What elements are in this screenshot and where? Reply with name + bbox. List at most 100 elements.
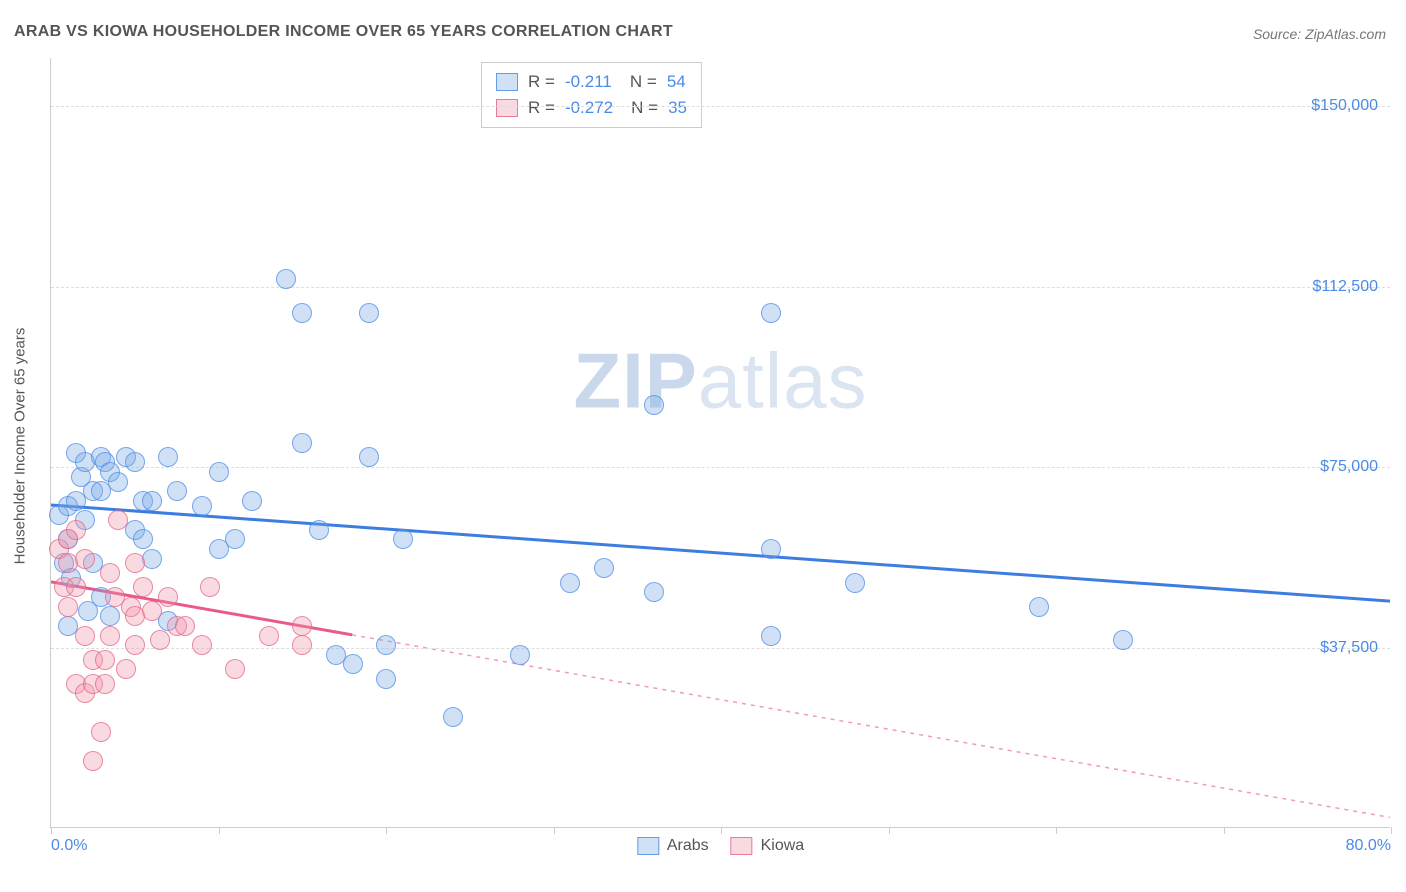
data-point-kiowa xyxy=(83,751,103,771)
x-tick xyxy=(1056,827,1057,834)
legend-item-kiowa: Kiowa xyxy=(731,837,805,855)
data-point-kiowa xyxy=(100,626,120,646)
data-point-arab xyxy=(376,669,396,689)
swatch-arab-icon xyxy=(637,837,659,855)
data-point-kiowa xyxy=(158,587,178,607)
data-point-arab xyxy=(761,539,781,559)
y-tick-label: $150,000 xyxy=(1311,97,1378,115)
data-point-arab xyxy=(292,303,312,323)
legend-series: Arabs Kiowa xyxy=(637,837,804,855)
data-point-kiowa xyxy=(100,563,120,583)
x-tick xyxy=(219,827,220,834)
data-point-arab xyxy=(1029,597,1049,617)
data-point-arab xyxy=(359,447,379,467)
data-point-arab xyxy=(100,606,120,626)
data-point-arab xyxy=(209,462,229,482)
data-point-arab xyxy=(644,582,664,602)
trend-lines-svg xyxy=(51,58,1390,827)
data-point-arab xyxy=(761,303,781,323)
data-point-arab xyxy=(158,447,178,467)
x-tick-label-left: 0.0% xyxy=(51,837,87,855)
y-tick-label: $37,500 xyxy=(1320,639,1378,657)
legend-row-kiowa: R = -0.272 N = 35 xyxy=(496,95,687,121)
chart-container: ARAB VS KIOWA HOUSEHOLDER INCOME OVER 65… xyxy=(0,0,1406,892)
data-point-arab xyxy=(560,573,580,593)
data-point-kiowa xyxy=(75,549,95,569)
data-point-kiowa xyxy=(125,635,145,655)
watermark-bold: ZIP xyxy=(573,336,697,424)
x-tick xyxy=(386,827,387,834)
data-point-arab xyxy=(644,395,664,415)
data-point-arab xyxy=(376,635,396,655)
legend-row-arab: R = -0.211 N = 54 xyxy=(496,69,687,95)
data-point-kiowa xyxy=(108,510,128,530)
x-tick xyxy=(1224,827,1225,834)
data-point-arab xyxy=(443,707,463,727)
data-point-kiowa xyxy=(91,722,111,742)
x-tick xyxy=(554,827,555,834)
data-point-arab xyxy=(108,472,128,492)
swatch-arab-icon xyxy=(496,73,518,91)
data-point-arab xyxy=(242,491,262,511)
data-point-arab xyxy=(393,529,413,549)
x-tick xyxy=(1391,827,1392,834)
data-point-kiowa xyxy=(200,577,220,597)
n-value-kiowa: 35 xyxy=(668,98,687,118)
data-point-kiowa xyxy=(95,674,115,694)
n-label: N = xyxy=(631,98,658,118)
legend-correlation: R = -0.211 N = 54 R = -0.272 N = 35 xyxy=(481,62,702,128)
data-point-arab xyxy=(1113,630,1133,650)
swatch-kiowa-icon xyxy=(731,837,753,855)
gridline xyxy=(51,287,1390,288)
data-point-arab xyxy=(133,529,153,549)
data-point-arab xyxy=(142,491,162,511)
data-point-arab xyxy=(309,520,329,540)
data-point-arab xyxy=(192,496,212,516)
data-point-kiowa xyxy=(66,520,86,540)
chart-title: ARAB VS KIOWA HOUSEHOLDER INCOME OVER 65… xyxy=(14,23,673,41)
gridline xyxy=(51,648,1390,649)
data-point-arab xyxy=(276,269,296,289)
r-label: R = xyxy=(528,98,555,118)
data-point-kiowa xyxy=(225,659,245,679)
r-value-arab: -0.211 xyxy=(565,72,612,92)
data-point-arab xyxy=(292,433,312,453)
data-point-arab xyxy=(510,645,530,665)
data-point-arab xyxy=(594,558,614,578)
data-point-kiowa xyxy=(116,659,136,679)
legend-label-arab: Arabs xyxy=(667,837,709,855)
data-point-kiowa xyxy=(292,635,312,655)
n-value-arab: 54 xyxy=(667,72,686,92)
watermark-light: atlas xyxy=(698,336,868,424)
data-point-arab xyxy=(167,481,187,501)
data-point-arab xyxy=(225,529,245,549)
data-point-arab xyxy=(343,654,363,674)
data-point-kiowa xyxy=(192,635,212,655)
data-point-kiowa xyxy=(58,597,78,617)
trend-line-arab xyxy=(51,505,1390,601)
gridline xyxy=(51,467,1390,468)
y-tick-label: $112,500 xyxy=(1312,278,1378,296)
data-point-kiowa xyxy=(133,577,153,597)
data-point-arab xyxy=(845,573,865,593)
plot-area: ZIPatlas R = -0.211 N = 54 R = -0.272 N … xyxy=(50,58,1390,828)
data-point-kiowa xyxy=(75,626,95,646)
data-point-kiowa xyxy=(142,601,162,621)
data-point-arab xyxy=(125,452,145,472)
r-value-kiowa: -0.272 xyxy=(565,98,613,118)
data-point-arab xyxy=(761,626,781,646)
x-tick-label-right: 80.0% xyxy=(1346,837,1391,855)
watermark-text: ZIPatlas xyxy=(573,335,867,426)
data-point-kiowa xyxy=(66,577,86,597)
x-tick xyxy=(889,827,890,834)
gridline xyxy=(51,106,1390,107)
n-label: N = xyxy=(630,72,657,92)
legend-label-kiowa: Kiowa xyxy=(761,837,805,855)
x-tick xyxy=(721,827,722,834)
trend-line-kiowa-dashed xyxy=(352,635,1390,818)
swatch-kiowa-icon xyxy=(496,99,518,117)
source-label: Source: ZipAtlas.com xyxy=(1253,26,1386,42)
data-point-kiowa xyxy=(175,616,195,636)
y-tick-label: $75,000 xyxy=(1320,458,1378,476)
data-point-kiowa xyxy=(125,553,145,573)
